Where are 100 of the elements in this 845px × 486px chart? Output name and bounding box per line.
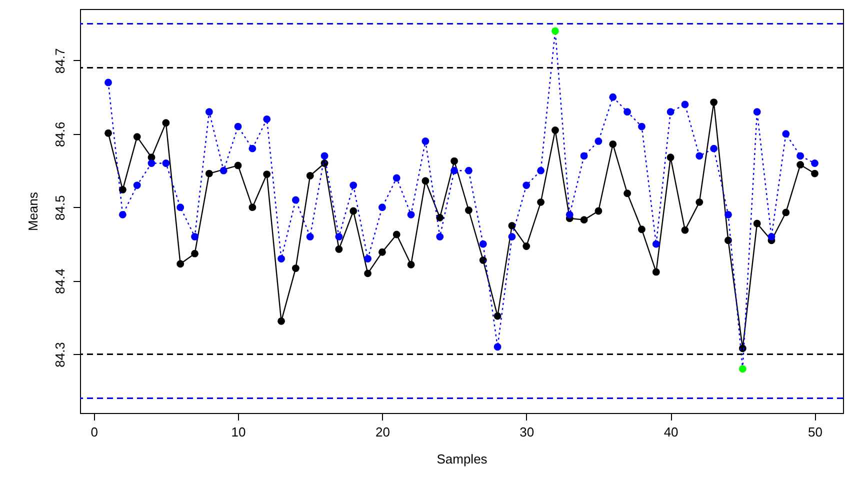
point bbox=[350, 182, 358, 189]
point bbox=[552, 27, 559, 35]
point bbox=[508, 222, 516, 230]
point bbox=[609, 140, 617, 148]
point bbox=[609, 93, 617, 101]
point bbox=[537, 198, 545, 206]
point bbox=[148, 160, 156, 167]
point bbox=[624, 108, 632, 116]
point bbox=[768, 233, 776, 240]
point bbox=[191, 250, 198, 258]
point bbox=[450, 157, 458, 165]
point bbox=[652, 268, 660, 276]
point bbox=[234, 122, 242, 130]
point bbox=[696, 152, 704, 160]
point bbox=[436, 214, 444, 222]
point bbox=[335, 245, 343, 253]
point bbox=[133, 182, 141, 189]
point bbox=[796, 152, 804, 160]
point bbox=[753, 220, 761, 228]
point bbox=[263, 170, 271, 178]
y-tick-label: 84.6 bbox=[52, 122, 68, 148]
point bbox=[176, 260, 184, 268]
point bbox=[753, 108, 761, 116]
point bbox=[118, 210, 126, 218]
point bbox=[364, 270, 372, 278]
point bbox=[162, 160, 170, 167]
point bbox=[320, 152, 328, 160]
x-tick-label: 50 bbox=[808, 424, 822, 440]
point bbox=[696, 198, 704, 206]
point bbox=[335, 233, 343, 240]
point bbox=[594, 138, 602, 145]
point bbox=[248, 144, 256, 152]
x-tick-label: 30 bbox=[520, 424, 534, 440]
point bbox=[710, 144, 718, 152]
point bbox=[782, 130, 790, 138]
point bbox=[479, 240, 487, 248]
point bbox=[465, 166, 472, 174]
point bbox=[436, 233, 444, 240]
point bbox=[508, 233, 516, 240]
point bbox=[234, 162, 242, 170]
point bbox=[133, 133, 141, 141]
point bbox=[638, 226, 646, 234]
point bbox=[118, 186, 126, 194]
point bbox=[392, 174, 400, 182]
point bbox=[220, 166, 228, 174]
point bbox=[494, 343, 502, 351]
x-tick-label: 20 bbox=[375, 424, 390, 440]
point bbox=[522, 242, 530, 250]
point bbox=[811, 170, 818, 178]
point bbox=[176, 204, 184, 212]
point bbox=[724, 210, 732, 218]
point bbox=[407, 210, 415, 218]
point bbox=[162, 119, 170, 127]
point bbox=[350, 207, 358, 215]
point bbox=[552, 126, 559, 134]
point bbox=[104, 129, 112, 137]
point bbox=[494, 312, 502, 320]
point bbox=[652, 240, 660, 248]
point bbox=[292, 264, 300, 272]
point bbox=[479, 256, 487, 264]
point bbox=[191, 233, 198, 240]
point bbox=[407, 260, 415, 268]
point bbox=[782, 208, 790, 216]
point bbox=[364, 255, 372, 262]
point bbox=[811, 160, 818, 167]
point bbox=[378, 248, 386, 256]
point bbox=[624, 190, 632, 198]
point bbox=[710, 98, 718, 106]
point bbox=[796, 161, 804, 168]
point bbox=[306, 233, 314, 240]
point bbox=[580, 216, 588, 224]
point bbox=[681, 226, 689, 234]
point bbox=[306, 172, 314, 180]
point bbox=[205, 170, 213, 178]
point bbox=[422, 177, 430, 185]
y-tick-label: 84.7 bbox=[52, 48, 68, 74]
point bbox=[263, 115, 271, 123]
point bbox=[537, 166, 545, 174]
point bbox=[378, 204, 386, 212]
point bbox=[465, 206, 472, 214]
point bbox=[580, 152, 588, 160]
point bbox=[450, 166, 458, 174]
point bbox=[248, 204, 256, 212]
y-tick-label: 84.4 bbox=[52, 268, 68, 294]
x-tick-label: 40 bbox=[664, 424, 678, 440]
point bbox=[681, 100, 689, 108]
point bbox=[666, 154, 674, 162]
point bbox=[205, 108, 213, 116]
x-axis-title: Samples bbox=[436, 452, 488, 466]
y-tick-label: 84.3 bbox=[52, 342, 68, 368]
point bbox=[104, 78, 112, 86]
point bbox=[724, 236, 732, 244]
point bbox=[738, 365, 746, 373]
point bbox=[594, 207, 602, 215]
point bbox=[292, 196, 300, 204]
point bbox=[422, 138, 430, 145]
point bbox=[392, 230, 400, 238]
point bbox=[566, 210, 574, 218]
x-tick-label: 0 bbox=[90, 424, 98, 440]
point bbox=[666, 108, 674, 116]
